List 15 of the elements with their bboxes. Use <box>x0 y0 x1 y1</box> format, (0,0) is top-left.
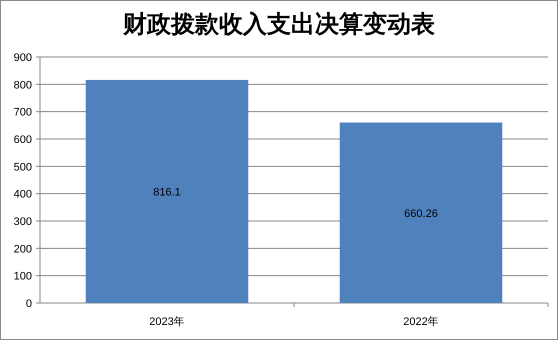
data-label: 660.26 <box>404 208 438 220</box>
y-tick-label: 800 <box>14 79 32 92</box>
x-tick-label: 2023年 <box>149 316 185 328</box>
y-tick-label: 900 <box>14 52 32 64</box>
x-tick-label: 2022年 <box>403 316 439 328</box>
y-tick-label: 700 <box>14 106 32 119</box>
data-label: 816.1 <box>153 186 181 198</box>
y-tick-label: 300 <box>14 216 32 228</box>
chart-title: 财政拨款收入支出决算变动表 <box>122 11 435 38</box>
y-tick-label: 200 <box>14 243 32 256</box>
y-tick-label: 500 <box>14 161 32 174</box>
y-tick-label: 400 <box>14 188 32 201</box>
y-tick-label: 100 <box>14 270 32 283</box>
y-tick-label: 0 <box>26 298 32 310</box>
y-tick-label: 600 <box>14 134 32 146</box>
